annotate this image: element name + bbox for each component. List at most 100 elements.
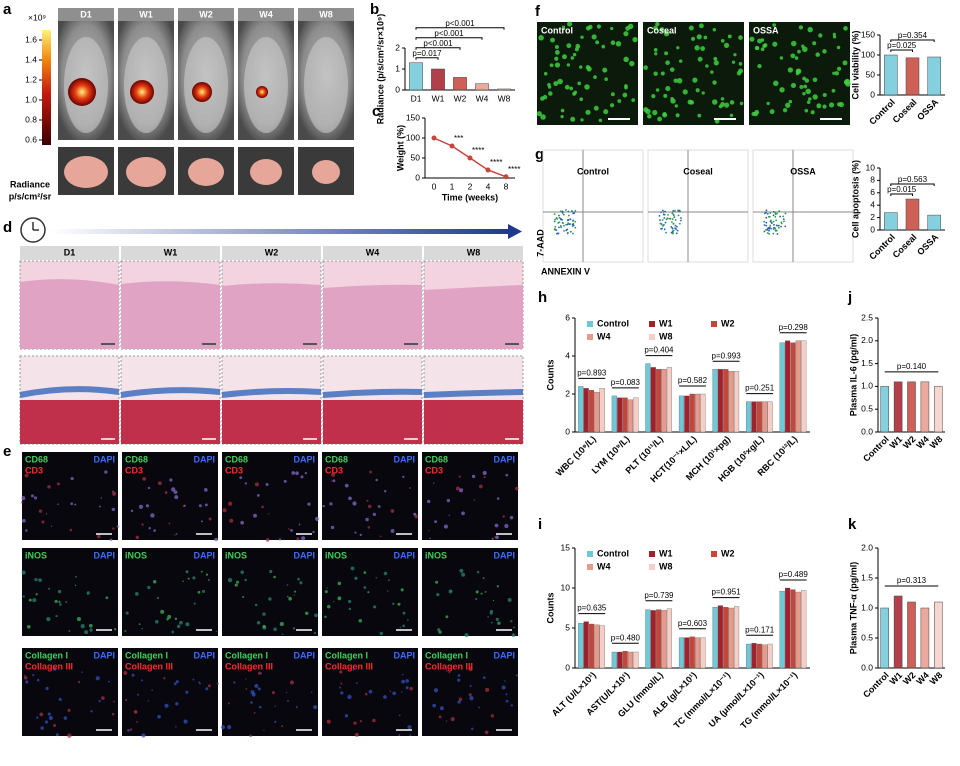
bar <box>751 643 757 669</box>
bar <box>733 371 740 433</box>
colorbar-tick-label: 1.6 <box>25 34 37 44</box>
fluorescence-speck <box>199 682 201 685</box>
fluorescence-speck <box>130 509 134 513</box>
live-cell <box>580 118 584 122</box>
live-cell <box>643 65 648 70</box>
x-tick-label: OSSA <box>915 232 940 257</box>
fluorescence-speck <box>77 680 81 684</box>
live-cell <box>564 84 570 90</box>
flow-event <box>766 232 769 234</box>
live-cell <box>691 36 696 41</box>
fluorescence-speck <box>509 515 514 520</box>
fluorescence-speck <box>80 624 85 629</box>
fluorescence-speck <box>215 630 217 633</box>
flow-event <box>663 228 666 231</box>
fluorescence-speck <box>446 498 451 503</box>
legend-label: W4 <box>597 331 611 341</box>
fluorescence-speck <box>286 584 289 586</box>
flow-event <box>773 223 775 226</box>
fluorescence-speck <box>236 580 240 584</box>
image-header <box>298 8 354 21</box>
bar <box>645 363 651 433</box>
flow-event <box>671 218 674 221</box>
live-cell <box>540 114 546 120</box>
live-cell <box>773 80 779 86</box>
bracket <box>890 39 935 42</box>
bar <box>431 68 445 91</box>
fluorescence-speck <box>127 729 130 732</box>
fluorescence-speck <box>314 613 318 618</box>
live-cell <box>798 25 804 30</box>
live-cell <box>629 60 635 67</box>
bar <box>884 212 898 231</box>
fluorescence-speck <box>123 671 128 675</box>
bar <box>801 340 807 433</box>
legend-marker <box>649 564 655 570</box>
bar <box>893 595 903 669</box>
bar <box>712 607 718 669</box>
live-cell <box>632 37 638 43</box>
flow-event <box>674 227 677 230</box>
live-cell <box>696 34 702 40</box>
fluorescence-speck <box>21 570 26 575</box>
live-cell <box>557 78 563 85</box>
flow-event <box>565 209 567 211</box>
fluorescence-speck <box>392 691 396 696</box>
bar <box>661 369 667 433</box>
fluorescence-speck <box>192 678 195 681</box>
flow-event <box>565 223 567 226</box>
fluorescence-speck <box>515 674 518 677</box>
x-tick-label: W8 <box>498 93 511 103</box>
x-tick-label: 4 <box>486 181 491 191</box>
live-cell <box>739 101 744 106</box>
fluorescence-speck <box>98 699 101 703</box>
fluorescence-speck <box>89 628 93 632</box>
flow-event <box>662 213 665 216</box>
flow-event <box>768 227 771 230</box>
fluorescence-speck <box>331 480 333 482</box>
legend-label: W8 <box>659 331 673 341</box>
flow-event <box>569 218 572 221</box>
flow-event <box>574 209 577 212</box>
fluorescence-speck <box>448 671 451 674</box>
fluorescence-speck <box>152 580 157 584</box>
fluorescence-speck <box>301 536 306 541</box>
fluorescence-speck <box>185 622 190 627</box>
fluorescence-speck <box>387 579 390 582</box>
bar <box>497 88 511 91</box>
fluorescence-speck <box>497 621 501 625</box>
fluorescence-speck <box>193 602 196 605</box>
live-cell <box>822 104 827 109</box>
fluorescence-speck <box>457 700 461 704</box>
panel-letter: e <box>3 443 11 460</box>
flow-x-label: ANNEXIN V <box>541 266 590 276</box>
fluorescence-speck <box>173 490 178 494</box>
live-cell <box>601 44 606 49</box>
live-cell <box>560 114 564 119</box>
fluorescence-speck <box>296 471 298 474</box>
flow-event <box>560 226 563 229</box>
tissue <box>250 159 282 185</box>
fluorescence-speck <box>227 577 233 583</box>
flow-event <box>567 214 570 217</box>
flow-event <box>763 220 766 223</box>
fluorescence-speck <box>95 676 100 681</box>
flow-event <box>677 209 679 212</box>
live-cell <box>593 75 597 79</box>
flow-event <box>765 224 768 227</box>
fluorescence-speck <box>358 618 363 623</box>
fluorescence-speck <box>401 679 405 684</box>
fluorescence-speck <box>198 681 200 683</box>
bar <box>700 393 706 433</box>
fluorescence-speck <box>141 523 144 526</box>
x-tick-label: 2 <box>468 181 473 191</box>
image-header-label: D1 <box>80 9 92 19</box>
y-tick-label: 1.0 <box>861 381 873 391</box>
fluorescence-speck <box>359 720 362 723</box>
fluorescence-speck <box>96 534 101 539</box>
fluorescence-speck <box>105 596 109 600</box>
clock-hands <box>32 222 39 231</box>
live-cell <box>682 89 688 95</box>
fluorescence-image <box>122 548 218 636</box>
fluorescence-speck <box>492 599 495 602</box>
